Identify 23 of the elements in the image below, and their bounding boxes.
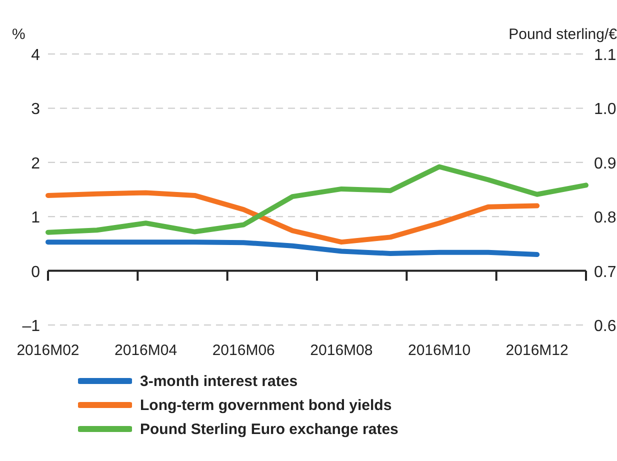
x-tick-label: 2016M12 — [506, 342, 568, 359]
y-axis-title: % — [12, 26, 26, 43]
y-tick-label: 2 — [31, 155, 40, 172]
y2-tick-label: 0.9 — [594, 155, 616, 172]
y-tick-label: –1 — [22, 318, 40, 335]
x-tick-label: 2016M10 — [408, 342, 471, 359]
y-tick-label: 1 — [31, 210, 40, 227]
x-tick-label: 2016M06 — [212, 342, 275, 359]
y2-tick-label: 0.6 — [594, 318, 616, 335]
x-tick-label: 2016M08 — [310, 342, 373, 359]
y-tick-label: 4 — [31, 47, 40, 64]
x-tick-label: 2016M04 — [114, 342, 178, 359]
y-tick-label: 3 — [31, 101, 40, 118]
y2-tick-label: 0.7 — [594, 264, 616, 281]
legend-label: Long-term government bond yields — [140, 396, 392, 414]
legend-label: Pound Sterling Euro exchange rates — [140, 420, 398, 438]
y2-tick-label: 0.8 — [594, 210, 616, 227]
y2-tick-label: 1.1 — [594, 47, 616, 64]
y2-axis-title: Pound sterling/€ — [508, 26, 617, 43]
legend-label: 3-month interest rates — [140, 372, 298, 390]
x-tick-label: 2016M02 — [16, 342, 80, 359]
y2-tick-label: 1.0 — [594, 101, 616, 118]
y-tick-label: 0 — [31, 264, 40, 281]
